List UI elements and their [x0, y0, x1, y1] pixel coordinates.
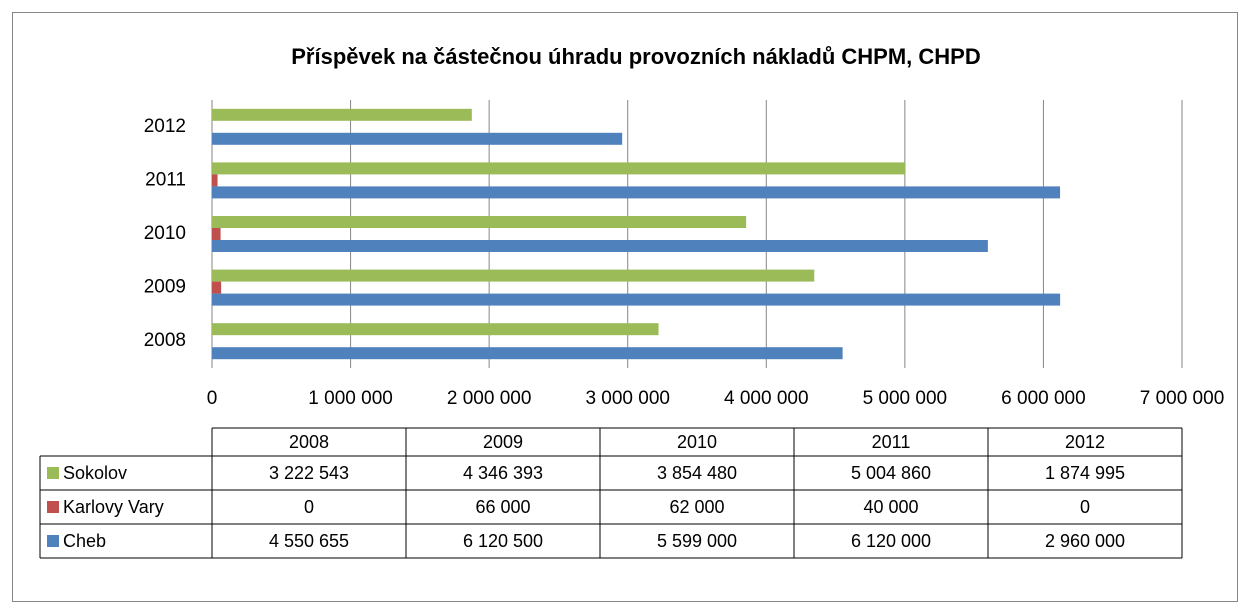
bar	[212, 216, 747, 228]
table-value: 4 550 655	[269, 531, 349, 551]
table-value: 5 599 000	[657, 531, 737, 551]
bar	[212, 269, 815, 282]
table-value: 1 874 995	[1045, 463, 1125, 483]
chart-border	[12, 12, 1238, 602]
table-value: 4 346 393	[463, 463, 543, 483]
y-tick-label: 2011	[145, 169, 186, 190]
table-value: 0	[1080, 497, 1090, 517]
bar	[212, 186, 1061, 199]
x-tick-label: 4 000 000	[724, 388, 809, 409]
bar	[212, 228, 221, 240]
table-value: 2 960 000	[1045, 531, 1125, 551]
y-tick-label: 2012	[144, 116, 186, 137]
bar	[212, 347, 843, 360]
legend-key	[47, 467, 59, 479]
table-header: 2009	[483, 432, 523, 452]
bar	[212, 323, 659, 336]
table-value: 62 000	[669, 497, 724, 517]
chart-title: Příspěvek na částečnou úhradu provozních…	[291, 44, 981, 69]
bar	[212, 293, 1061, 306]
table-value: 3 854 480	[657, 463, 737, 483]
table-header: 2011	[872, 432, 911, 452]
bar	[212, 174, 218, 187]
table-value: 40 000	[863, 497, 918, 517]
table-value: 66 000	[475, 497, 530, 517]
y-tick-label: 2009	[144, 277, 186, 298]
table-value: 3 222 543	[269, 463, 349, 483]
legend-key	[47, 501, 59, 513]
bar	[212, 108, 472, 121]
legend-label: Sokolov	[63, 463, 127, 483]
x-tick-label: 5 000 000	[863, 388, 948, 409]
table-header: 2010	[677, 432, 717, 452]
y-tick-label: 2008	[144, 330, 186, 351]
y-tick-label: 2010	[144, 223, 186, 244]
table-value: 6 120 500	[463, 531, 543, 551]
x-tick-label: 6 000 000	[1001, 388, 1086, 409]
table-value: 6 120 000	[851, 531, 931, 551]
legend-key	[47, 535, 59, 547]
bar	[212, 132, 623, 145]
bar	[212, 162, 906, 175]
x-tick-label: 1 000 000	[308, 388, 393, 409]
x-tick-label: 0	[207, 388, 218, 409]
x-tick-label: 7 000 000	[1140, 388, 1225, 409]
table-value: 5 004 860	[851, 463, 931, 483]
x-tick-label: 2 000 000	[447, 388, 532, 409]
legend-label: Cheb	[63, 531, 106, 551]
table-header: 2008	[289, 432, 329, 452]
table-value: 0	[304, 497, 314, 517]
bar	[212, 240, 988, 252]
table-header: 2012	[1065, 432, 1105, 452]
bar	[212, 281, 222, 294]
legend-label: Karlovy Vary	[63, 497, 164, 517]
x-tick-label: 3 000 000	[585, 388, 670, 409]
